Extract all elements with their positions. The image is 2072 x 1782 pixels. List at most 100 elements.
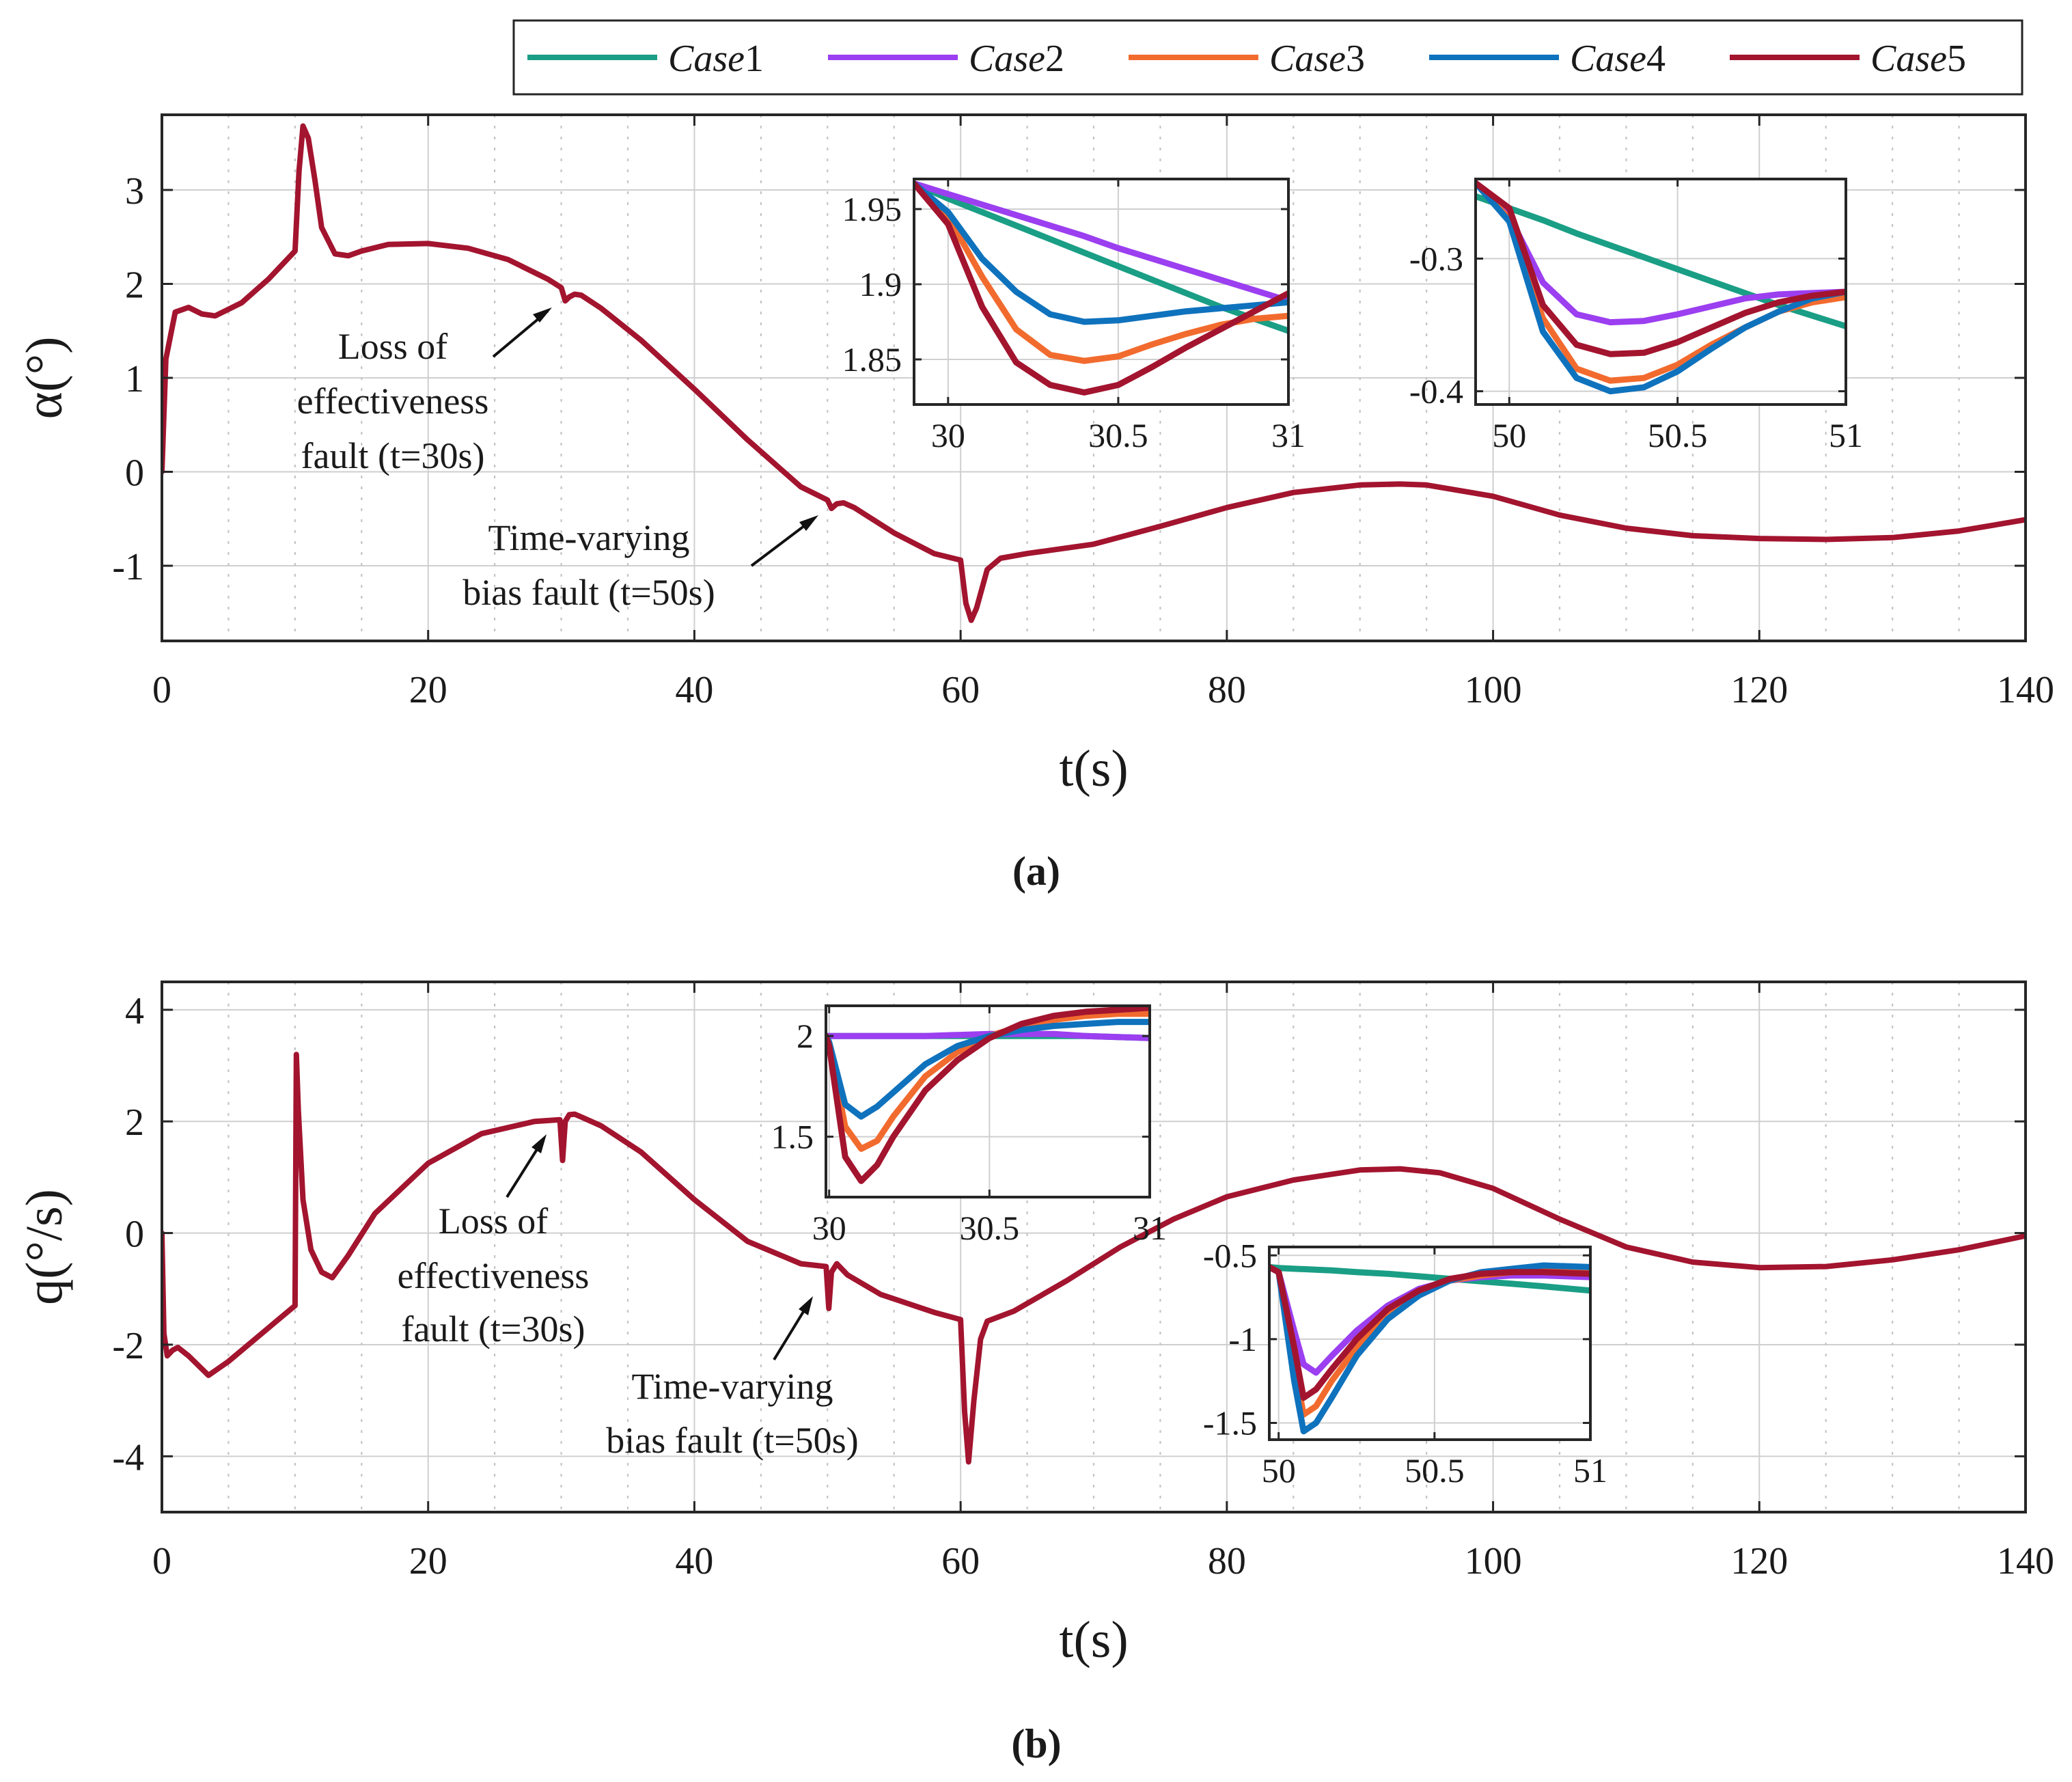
panel-a-ylabel: α(°) xyxy=(16,337,73,420)
legend-label-case2: Case2 xyxy=(969,38,1064,80)
panel-b-ylabel: q(°/s) xyxy=(16,1189,73,1305)
panel-b-xtick-label: 0 xyxy=(152,1540,171,1582)
panel-b-inset-1-xtick-label: 30 xyxy=(812,1209,846,1247)
panel-a-annotation-loe: Loss of effectiveness fault (t=30s) xyxy=(297,307,552,476)
annotation-arrow xyxy=(750,518,814,567)
panel-a-inset-1-line-case2 xyxy=(914,180,1288,304)
annotation-line: Loss of xyxy=(439,1201,549,1242)
panel-b-line-case5 xyxy=(162,1052,2026,1465)
annotation-line: effectiveness xyxy=(398,1255,590,1296)
panel-b-inset-2-ytick-label: -1.5 xyxy=(1203,1403,1257,1442)
panel-b-inset-1-line-case2 xyxy=(826,1030,1150,1041)
panel-b-ytick-label: 0 xyxy=(125,1214,144,1256)
panel-a-inset-1-xtick-label: 30 xyxy=(931,416,965,454)
panel-a-inset-2-xtick-label: 50 xyxy=(1492,416,1526,454)
panel-b-inset-1-ytick-label: 1.5 xyxy=(771,1118,814,1156)
panel-b-inset-2-xtick-label: 50.5 xyxy=(1405,1451,1465,1490)
panel-a-xtick-label: 20 xyxy=(409,669,447,711)
panel-a-xtick-label: 0 xyxy=(152,669,171,711)
legend: Case1 Case2 Case3 Case4 Case5 xyxy=(512,19,2023,96)
panel-a-inset-1-xtick-label: 31 xyxy=(1271,416,1306,454)
panel-b-xlabel: t(s) xyxy=(1059,1611,1128,1669)
arrowhead xyxy=(533,307,552,323)
panel-a-inset-2-line-case5 xyxy=(1476,180,1846,357)
panel-a-inset-2-series xyxy=(1476,180,1846,395)
panel-a-inset-1-xtick-label: 30.5 xyxy=(1088,416,1148,454)
panel-b-inset-1-xtick-label: 31 xyxy=(1133,1209,1167,1247)
panel-a-xtick-label: 120 xyxy=(1730,669,1788,711)
panel-a-xtick-label: 80 xyxy=(1208,669,1246,711)
panel-a-inset-2-line-case2 xyxy=(1476,180,1846,326)
panel-b-inset-2-ticks: 50 50.5 51 -1.5 -1 -0.5 xyxy=(1203,1236,1607,1490)
arrowhead xyxy=(799,515,818,531)
panel-a-ytick-label: 3 xyxy=(125,170,144,213)
annotation-line: fault (t=30s) xyxy=(301,435,485,476)
panel-b-ytick-label: 4 xyxy=(125,990,144,1032)
panel-a-ytick-label: 1 xyxy=(125,358,144,400)
panel-a-inset-1-ticks: 30 30.5 31 1.85 1.9 1.95 xyxy=(842,179,1306,454)
panel-a-xlabel: t(s) xyxy=(1059,740,1128,797)
panel-a-inset-2-box xyxy=(1474,178,1847,406)
panel-b-inset-1-ticks: 30 30.5 31 1.5 2 xyxy=(771,1006,1167,1247)
panel-a-annotation-bias: Time-varying bias fault (t=50s) xyxy=(462,515,818,613)
panel-b-inset-2-box xyxy=(1268,1246,1592,1441)
panel-a-label: (a) xyxy=(1012,849,1060,894)
panel-b-axes-box xyxy=(161,981,2027,1513)
panel-a-line-case5 xyxy=(162,123,2026,623)
panel-b-annotation-loe: Loss of effectiveness fault (t=30s) xyxy=(398,1134,590,1349)
panel-b-ytick-label: 2 xyxy=(125,1101,144,1144)
annotation-line: Loss of xyxy=(338,326,448,367)
panel-b-xtick-label: 100 xyxy=(1465,1540,1522,1582)
panel-b-xtick-label: 60 xyxy=(941,1540,980,1582)
panel-b-xtick-label: 80 xyxy=(1208,1540,1246,1582)
panel-a-ticks: 0 20 40 60 80 100 120 140 -1 0 1 2 3 xyxy=(112,115,2054,711)
panel-b-inset-2-series xyxy=(1269,1262,1590,1435)
panel-a-inset-1-bg xyxy=(914,179,1288,405)
legend-entry-case5: Case5 xyxy=(1730,38,1966,80)
panel-b-inset-1-line-case3 xyxy=(826,1011,1150,1152)
legend-entry-case3: Case3 xyxy=(1129,38,1365,80)
panel-b-xtick-label: 120 xyxy=(1730,1540,1788,1582)
panel-a-inset-1-ytick-label: 1.95 xyxy=(842,190,902,228)
panel-a-xtick-label: 60 xyxy=(941,669,980,711)
panel-a-inset-2-line-case4 xyxy=(1476,180,1846,395)
panel-b-inset-1-ytick-label: 2 xyxy=(797,1017,814,1055)
panel-b-ytick-label: -4 xyxy=(112,1436,144,1479)
legend-label-case4: Case4 xyxy=(1570,38,1666,80)
panel-b-inset-2-xtick-label: 50 xyxy=(1262,1451,1296,1490)
arrowhead xyxy=(531,1134,547,1153)
panel-a-inset-1-series xyxy=(914,180,1288,396)
panel-a-ytick-label: 2 xyxy=(125,264,144,307)
panel-a-inset-2-xtick-label: 50.5 xyxy=(1648,416,1708,454)
panel-a-ytick-label: 0 xyxy=(125,452,144,495)
legend-entry-case1: Case1 xyxy=(527,38,764,80)
panel-a: 0 20 40 60 80 100 120 140 -1 0 1 2 3 t(s) α(°) (a) 3… xyxy=(16,113,2054,894)
panel-b-ytick-label: -2 xyxy=(112,1325,144,1367)
panel-a-xtick-label: 140 xyxy=(1997,669,2054,711)
panel-b-inset-1-line-case4 xyxy=(826,1019,1150,1120)
annotation-line: effectiveness xyxy=(297,381,489,422)
panel-b-inset-2: 50 50.5 51 -1.5 -1 -0.5 xyxy=(1203,1236,1607,1490)
panel-b-series xyxy=(162,1052,2026,1465)
panel-b-inset-1-box xyxy=(825,1004,1151,1198)
panel-b-ticks: 0 20 40 60 80 100 120 140 -4 -2 0 2 4 xyxy=(112,982,2054,1582)
legend-label-case3: Case3 xyxy=(1269,38,1365,80)
panel-b-inset-1: 30 30.5 31 1.5 2 xyxy=(771,1004,1167,1247)
panel-b-inset-2-line-case1 xyxy=(1269,1263,1590,1294)
panel-b-label: (b) xyxy=(1011,1721,1061,1766)
annotation-line: fault (t=30s) xyxy=(402,1308,585,1349)
annotation-line: bias fault (t=50s) xyxy=(462,572,715,613)
panel-a-inset-2-ytick-label: -0.3 xyxy=(1409,239,1463,277)
panel-b-inset-1-line-case5 xyxy=(826,1006,1150,1184)
panel-b-inset-2-ytick-label: -1 xyxy=(1228,1320,1257,1358)
panel-b-inset-1-series xyxy=(826,1006,1150,1184)
panel-a-inset-1-line-case4 xyxy=(914,180,1288,325)
panel-b-inset-2-ytick-label: -0.5 xyxy=(1203,1236,1257,1274)
panel-a-inset-2-xtick-label: 51 xyxy=(1829,416,1863,454)
panel-a-inset-2-ticks: 50 50.5 51 -0.4 -0.3 xyxy=(1409,179,1863,454)
panel-b: 0 20 40 60 80 100 120 140 -4 -2 0 2 4 t(s) q(°/s) (b… xyxy=(16,981,2054,1766)
panel-b-inset-2-line-case5 xyxy=(1269,1263,1590,1401)
panel-b-xtick-label: 40 xyxy=(675,1540,713,1582)
panel-b-annotation-bias: Time-varying bias fault (t=50s) xyxy=(606,1296,859,1461)
